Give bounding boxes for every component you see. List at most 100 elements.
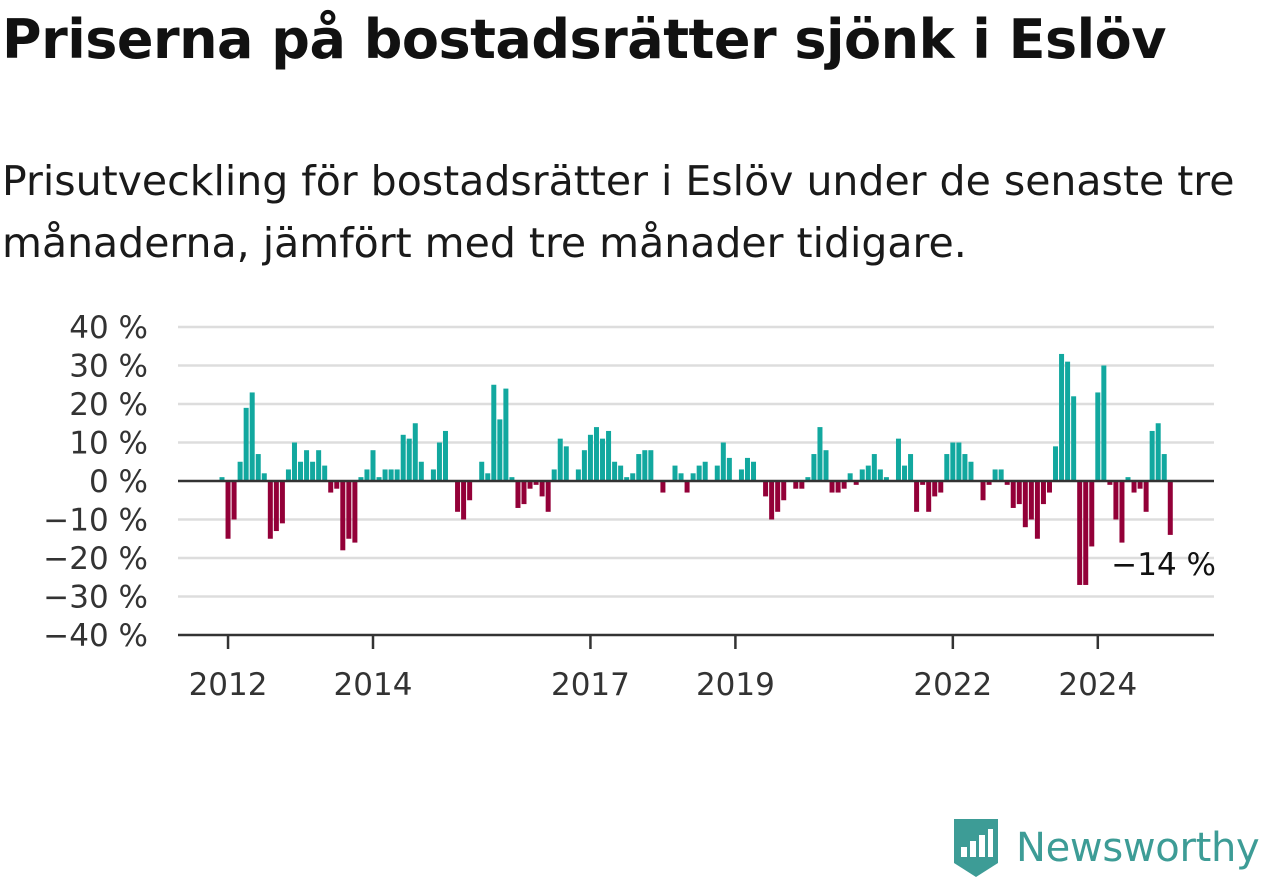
bar	[261, 473, 267, 481]
bar	[962, 454, 968, 481]
bar	[751, 461, 757, 481]
bar	[1125, 477, 1131, 481]
bar-chart: 40 %30 %20 %10 %0 %−10 %−20 %−30 %−40 % …	[43, 310, 1216, 703]
bar	[1071, 396, 1077, 481]
bar	[793, 481, 799, 489]
x-tick-label: 2014	[334, 667, 413, 703]
bar	[430, 469, 436, 481]
bar	[914, 481, 920, 512]
bar	[1040, 481, 1046, 505]
bar	[388, 469, 394, 481]
bar	[364, 469, 370, 481]
bar	[763, 481, 769, 497]
bar	[847, 473, 853, 481]
bar	[600, 438, 606, 481]
bar	[944, 454, 950, 481]
bar	[920, 481, 926, 485]
bar	[418, 461, 424, 481]
bar	[1161, 454, 1167, 481]
bar	[291, 442, 297, 481]
bar	[908, 454, 914, 481]
bar	[1010, 481, 1016, 508]
bar	[370, 450, 376, 481]
bar	[285, 469, 291, 481]
bar	[926, 481, 932, 512]
x-tick-label: 2012	[189, 667, 268, 703]
bar	[696, 465, 702, 481]
bar	[467, 481, 473, 501]
bar	[769, 481, 775, 520]
axes	[178, 479, 1214, 637]
bar	[237, 461, 243, 481]
newsworthy-icon	[954, 819, 998, 877]
bar	[461, 481, 467, 520]
bar	[485, 473, 491, 481]
bar	[992, 469, 998, 481]
x-axis-labels: 2012 2014 2017 2019 2022 2024	[189, 635, 1137, 703]
bar	[491, 384, 497, 481]
bar	[829, 481, 835, 493]
bar	[358, 477, 364, 481]
y-tick-label: 20 %	[69, 387, 148, 423]
bar	[533, 481, 539, 485]
bar	[618, 465, 624, 481]
bar	[479, 461, 485, 481]
bar	[1089, 481, 1095, 547]
bar	[1137, 481, 1143, 489]
bar	[871, 454, 877, 481]
bar	[304, 450, 310, 481]
bar	[678, 473, 684, 481]
bar	[738, 469, 744, 481]
bar	[400, 434, 406, 481]
x-tick-label: 2019	[696, 667, 775, 703]
bar	[316, 450, 322, 481]
bar	[726, 457, 732, 481]
bar	[702, 461, 708, 481]
bar	[1083, 481, 1089, 585]
bar	[1101, 365, 1107, 481]
bar	[225, 481, 231, 539]
bar	[684, 481, 690, 493]
bar	[980, 481, 986, 501]
bar	[587, 434, 593, 481]
bar	[273, 481, 279, 532]
bar	[497, 419, 503, 481]
bar	[527, 481, 533, 489]
bar	[1065, 361, 1071, 481]
bar	[581, 450, 587, 481]
bar	[1046, 481, 1052, 493]
bar	[660, 481, 666, 493]
bar	[950, 442, 956, 481]
bar	[521, 481, 527, 505]
y-tick-label: 30 %	[69, 349, 148, 385]
bar	[775, 481, 781, 512]
bar	[938, 481, 944, 493]
bar	[376, 477, 382, 481]
bar	[720, 442, 726, 481]
y-axis-labels: 40 %30 %20 %10 %0 %−10 %−20 %−30 %−40 %	[43, 310, 148, 654]
y-tick-label: −40 %	[43, 618, 148, 654]
bar	[394, 469, 400, 481]
bar	[310, 461, 316, 481]
bar	[1059, 353, 1065, 481]
bar	[1028, 481, 1034, 520]
bar	[593, 427, 599, 481]
bar	[340, 481, 346, 551]
grid-lines	[178, 325, 1214, 598]
chart-subtitle: Prisutveckling för bostadsrätter i Eslöv…	[2, 157, 1235, 267]
bar	[249, 392, 255, 481]
bar	[279, 481, 285, 524]
bar	[799, 481, 805, 489]
bar	[823, 450, 829, 481]
bar	[322, 465, 328, 481]
bar	[267, 481, 273, 539]
y-tick-label: 40 %	[69, 310, 148, 346]
bar	[1095, 392, 1101, 481]
y-tick-label: −10 %	[43, 503, 148, 539]
bar	[672, 465, 678, 481]
bar	[1149, 430, 1155, 481]
last-value-label: −14 %	[1111, 547, 1216, 583]
bar	[1113, 481, 1119, 520]
bar	[509, 477, 515, 481]
bar	[442, 430, 448, 481]
